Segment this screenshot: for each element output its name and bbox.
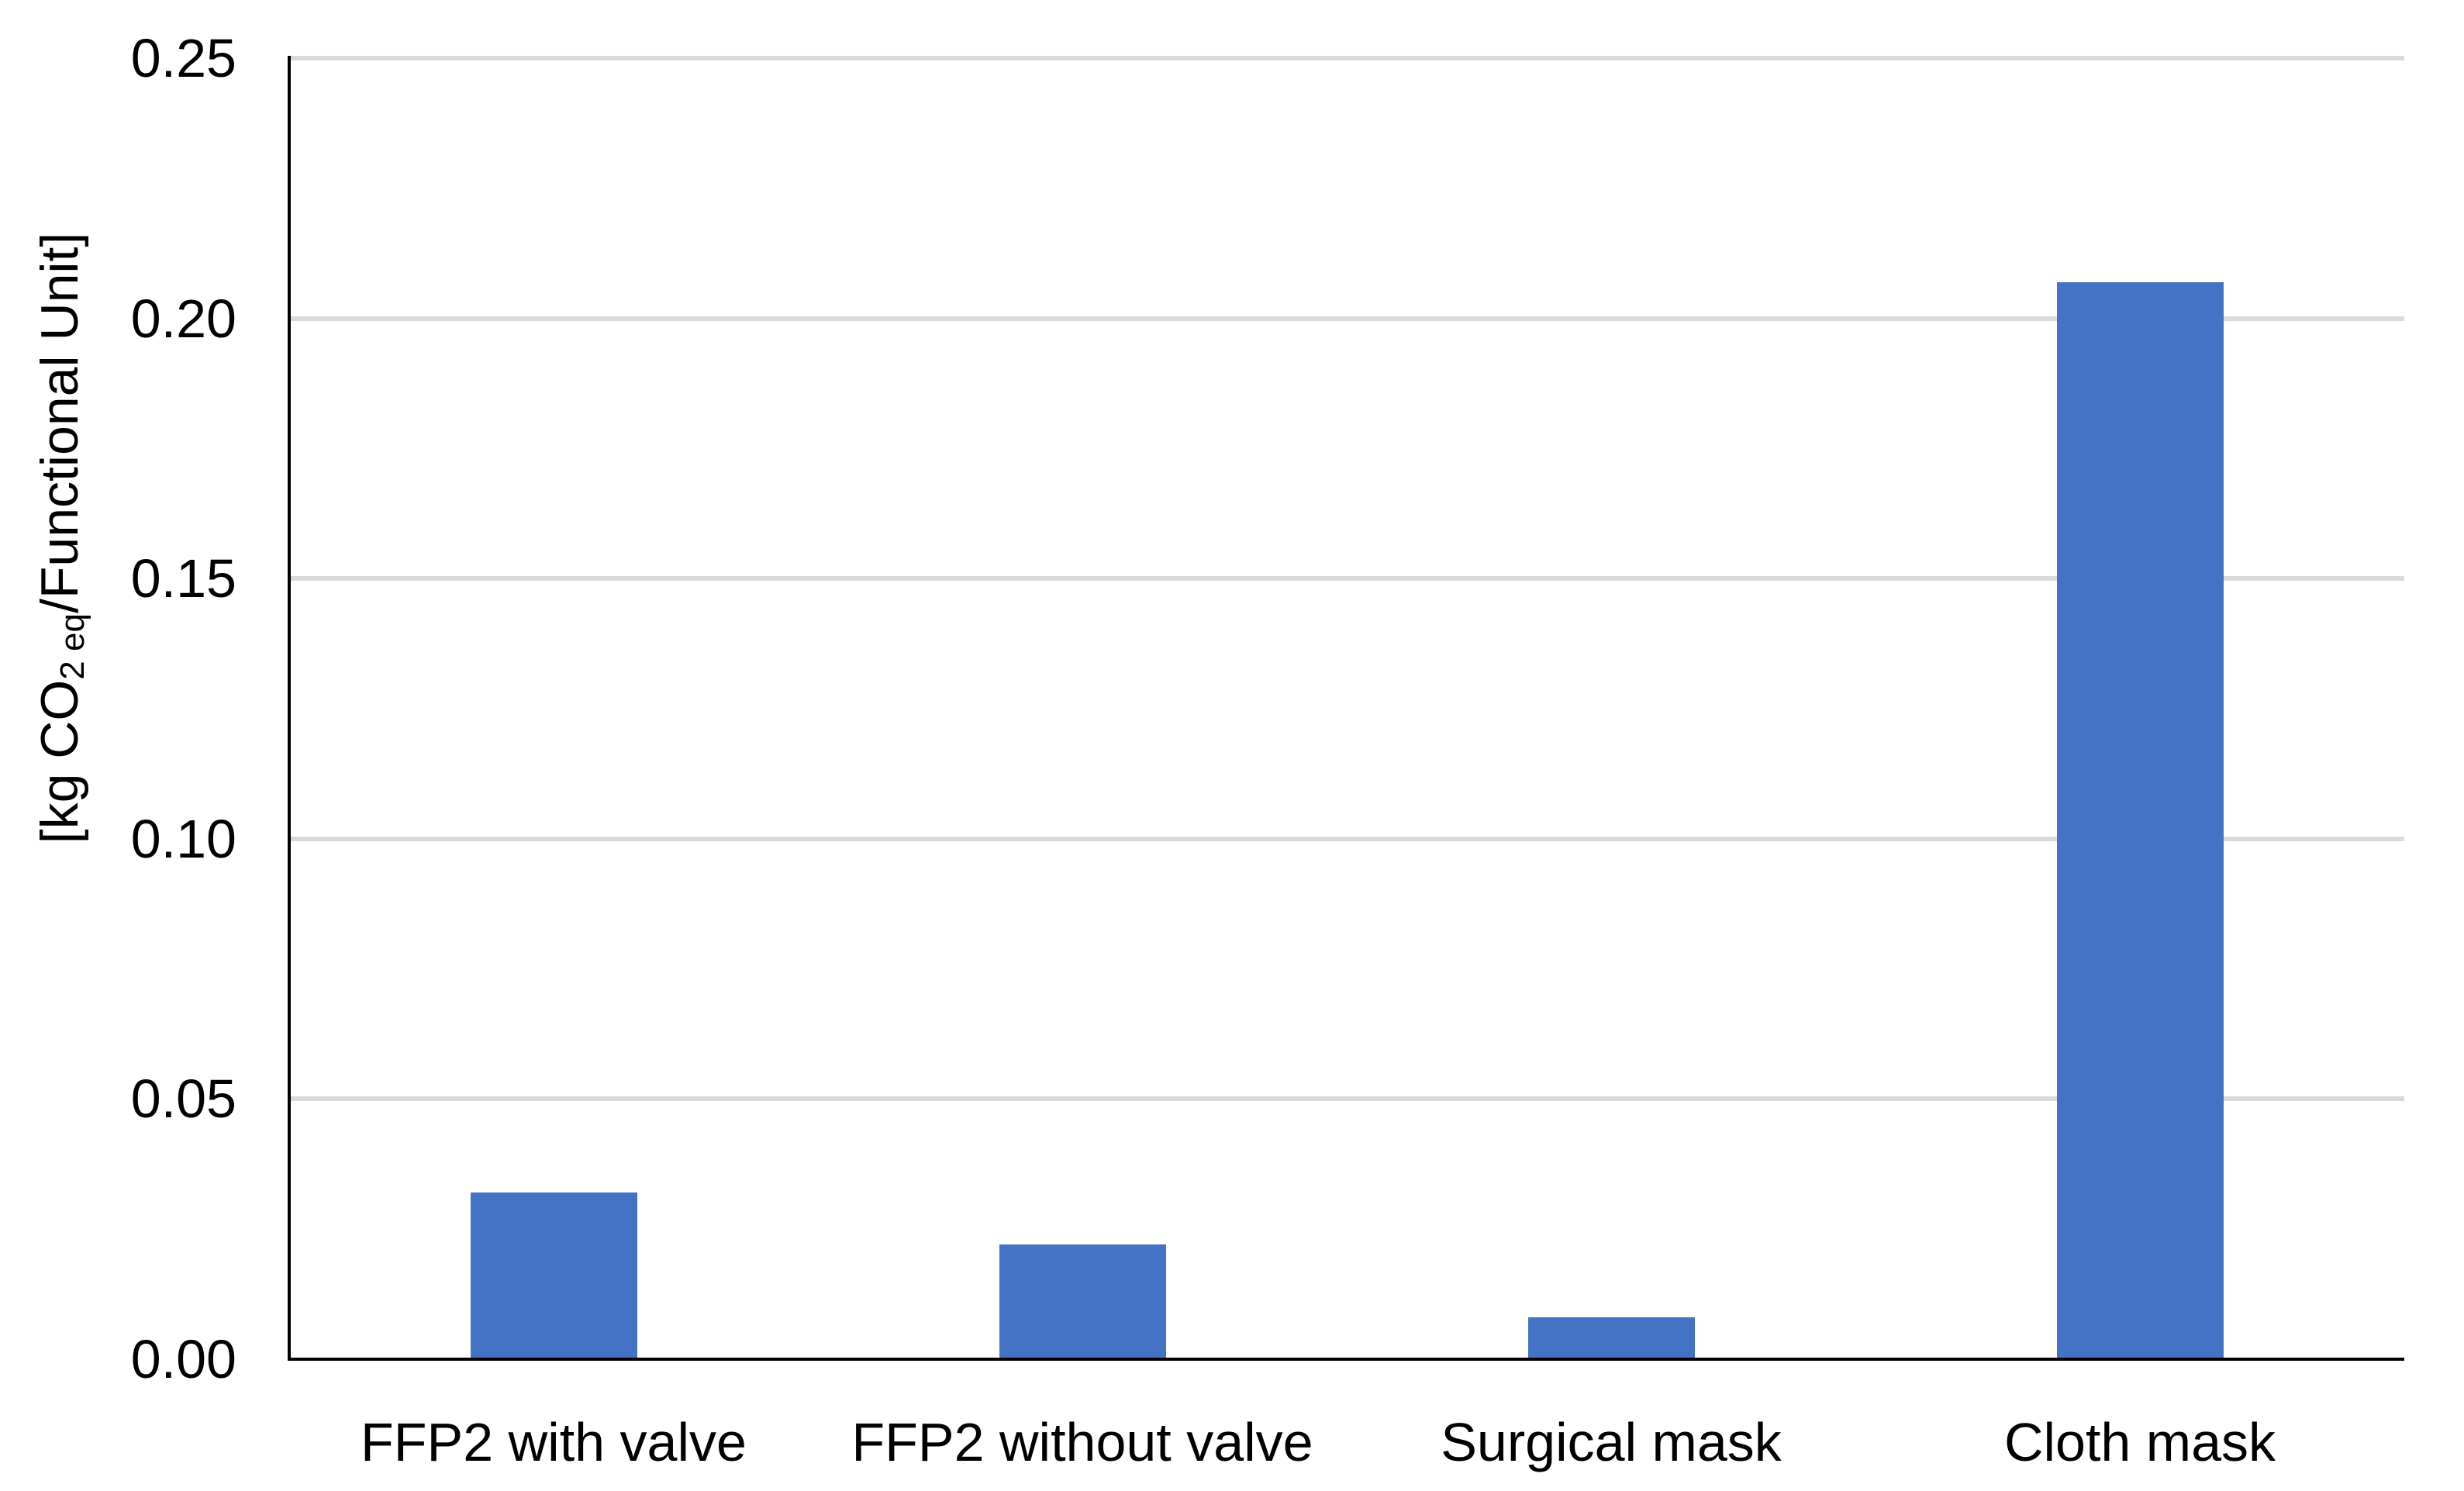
x-category-label: FFP2 with valve bbox=[361, 1412, 747, 1472]
x-category-label: Cloth mask bbox=[2003, 1412, 2276, 1472]
y-axis: 0.00 0.05 0.10 0.15 0.20 0.25 bbox=[0, 28, 236, 1389]
y-axis-line bbox=[288, 56, 291, 1361]
x-category-label: Surgical mask bbox=[1441, 1412, 1782, 1472]
y-tick-label: 0.15 bbox=[130, 548, 236, 609]
y-tick-label: 0.10 bbox=[130, 808, 236, 869]
x-axis-line bbox=[289, 1358, 2404, 1361]
y-tick-label: 0.05 bbox=[130, 1068, 236, 1130]
x-category-label: FFP2 without valve bbox=[851, 1412, 1313, 1472]
gridline bbox=[289, 316, 2404, 321]
bar-ffp2-with-valve bbox=[470, 1192, 637, 1359]
gridline bbox=[289, 576, 2404, 582]
gridline bbox=[289, 836, 2404, 841]
bar-cloth-mask bbox=[2056, 281, 2224, 1359]
bar-ffp2-without-valve bbox=[999, 1244, 1166, 1359]
y-tick-label: 0.20 bbox=[130, 288, 236, 349]
gridline bbox=[289, 56, 2404, 60]
y-tick-label: 0.25 bbox=[130, 28, 236, 88]
plot-area bbox=[289, 56, 2404, 1359]
bar-surgical-mask bbox=[1527, 1317, 1695, 1359]
x-axis: FFP2 with valve FFP2 without valve Surgica… bbox=[289, 1396, 2404, 1491]
gridline bbox=[289, 1096, 2404, 1102]
y-tick-label: 0.00 bbox=[130, 1329, 236, 1389]
